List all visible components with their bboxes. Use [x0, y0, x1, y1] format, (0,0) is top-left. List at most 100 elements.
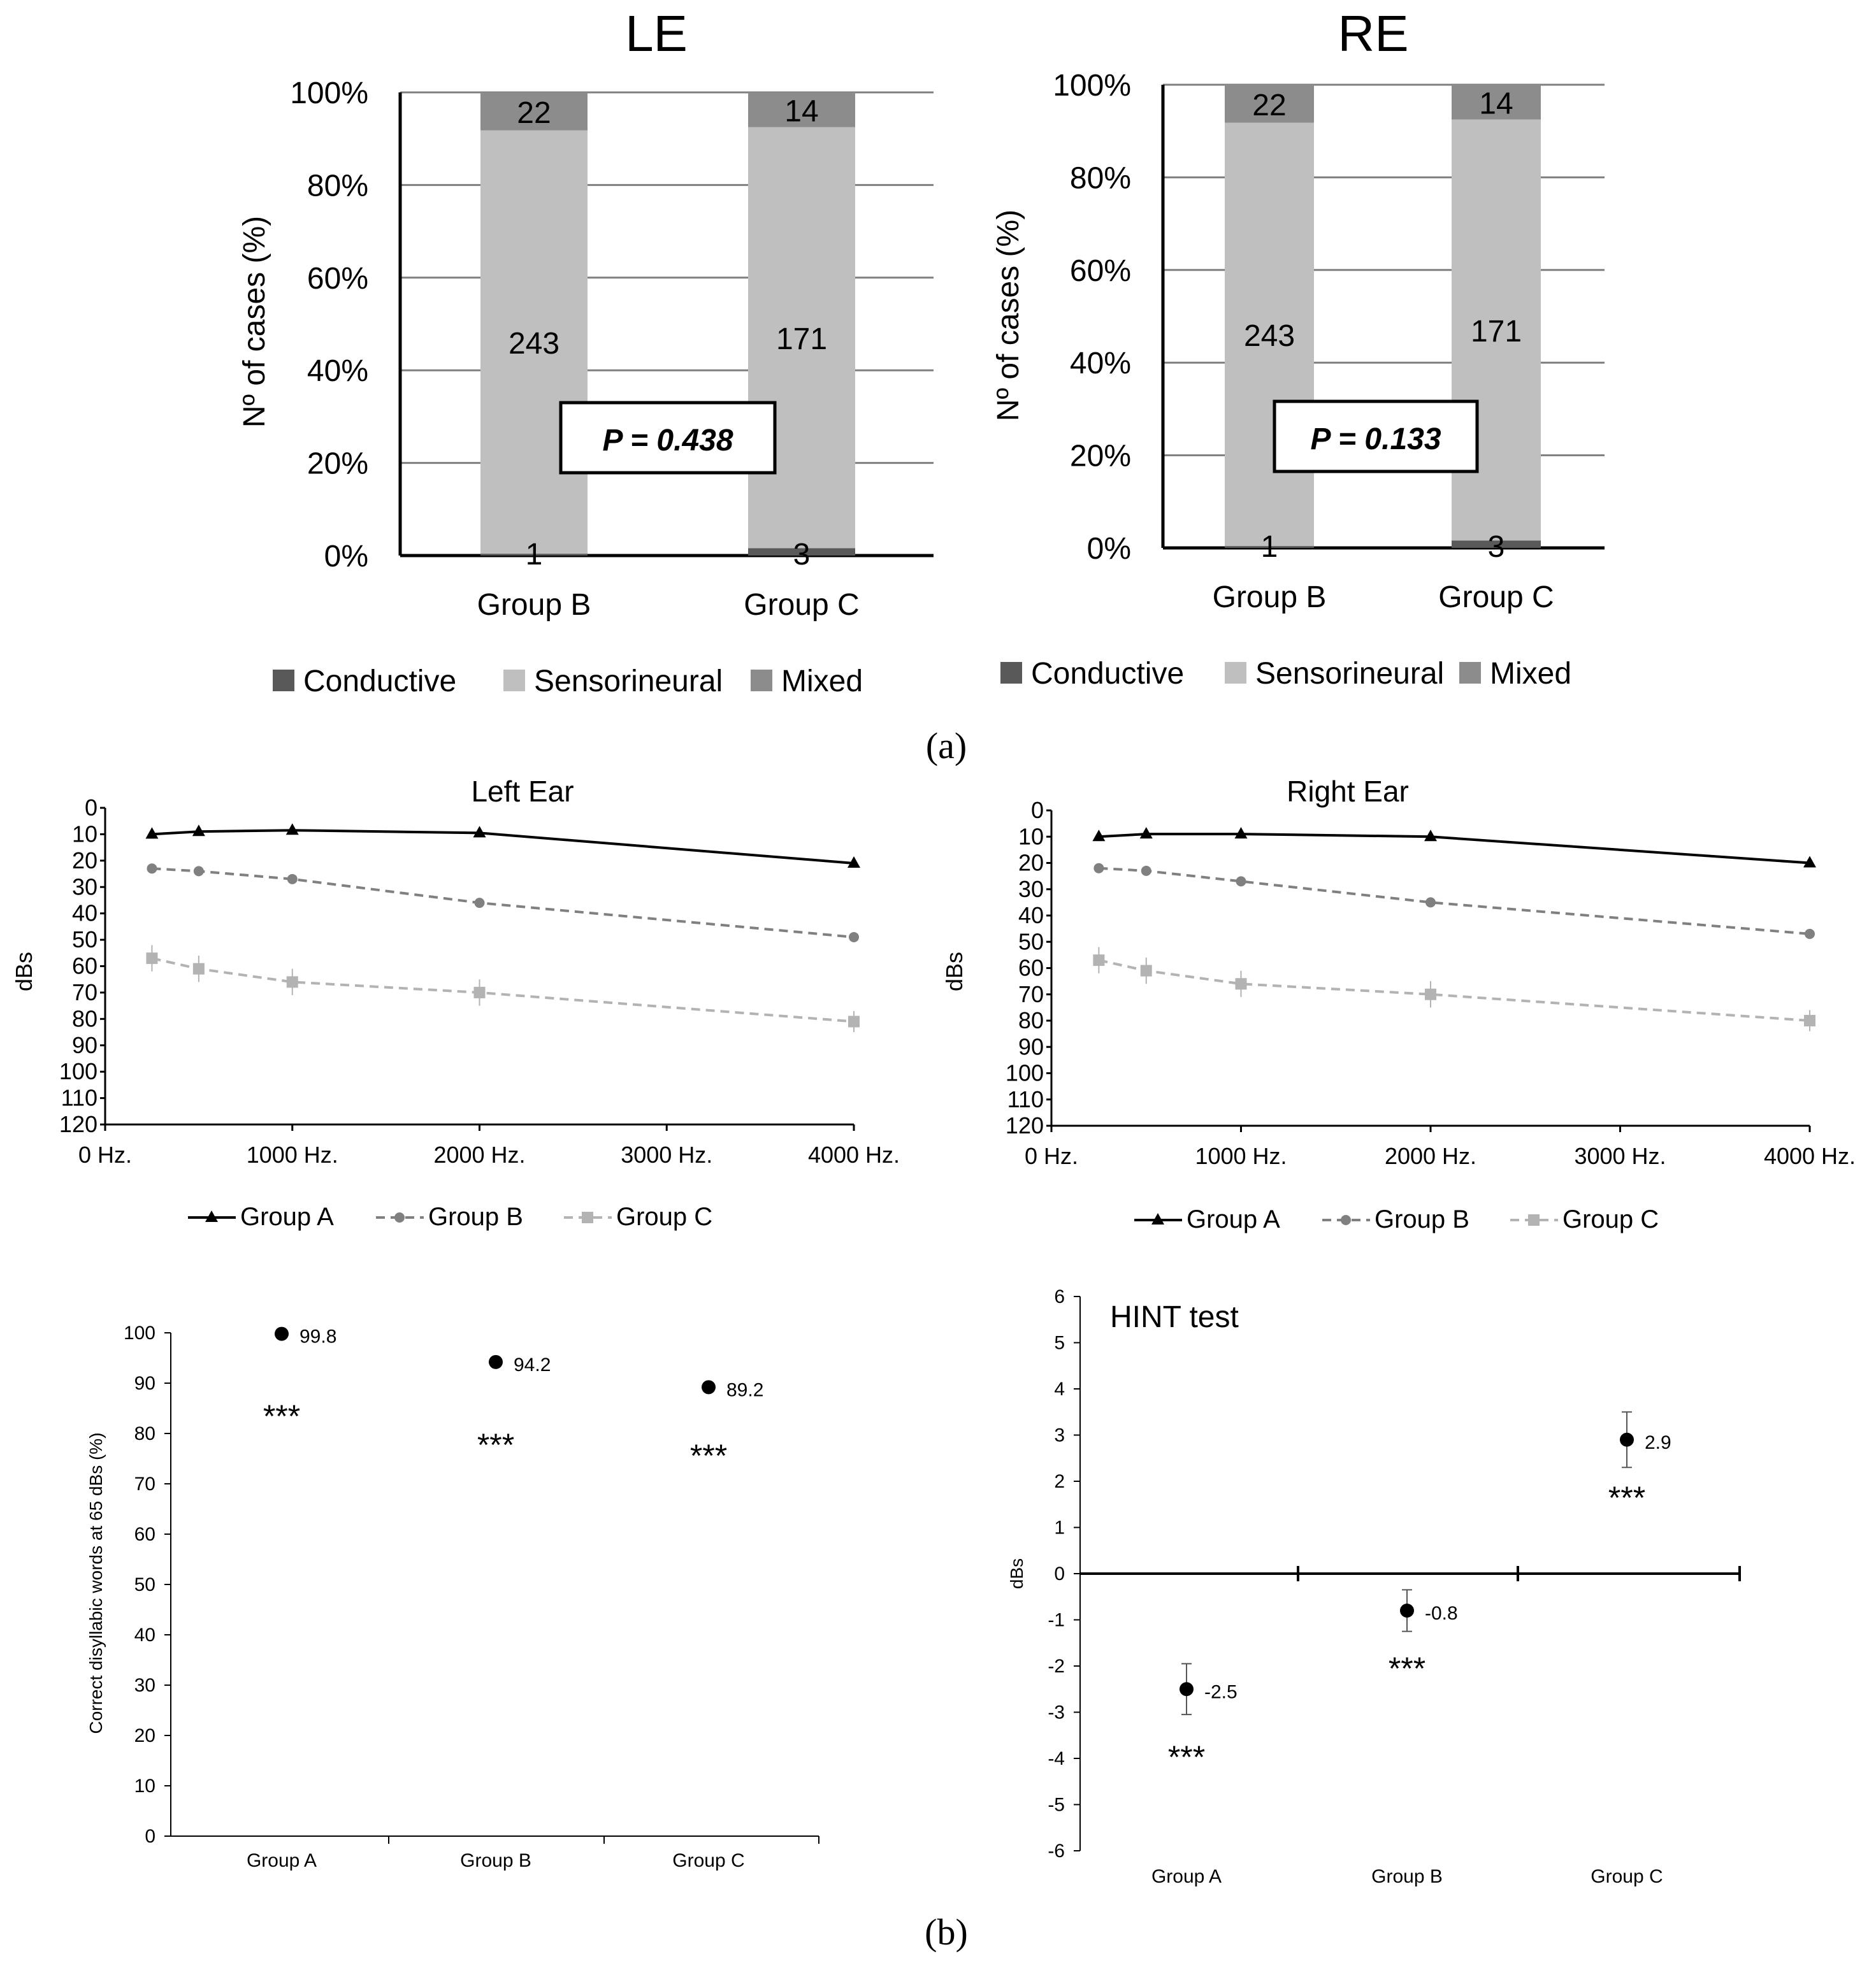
re-data-label: 171 [1471, 315, 1522, 348]
hint-category-label: Group A [1151, 1866, 1222, 1887]
hint-y-tick-label: 2 [1054, 1471, 1065, 1492]
re-line-y-tick-label: 110 [1007, 1086, 1044, 1112]
re-marker-circle [1805, 928, 1815, 939]
hint-category-label: Group B [1371, 1866, 1443, 1887]
le-line-y-tick-label: 20 [72, 847, 97, 873]
le-marker-square [192, 963, 205, 975]
re-line-x-tick-label: 1000 Hz. [1195, 1143, 1287, 1169]
le-y-tick-label: 20% [307, 447, 368, 481]
re-legend: Conductive Sensorineural Mixed [1000, 657, 1571, 691]
le-line-group-a [152, 829, 855, 865]
re-data-label: 1 [1261, 530, 1278, 564]
re-bar-sensorineural [1225, 122, 1314, 547]
le-line-y-tick-label: 120 [59, 1111, 97, 1137]
re-line-group-a [1099, 833, 1810, 865]
re-marker-circle [1425, 897, 1436, 908]
le-bars [480, 92, 855, 556]
re-y-tick-label: 100% [1053, 69, 1131, 103]
hint-title: HINT test [1110, 1300, 1239, 1334]
hint-axes: -6 -5 -4 -3 -2 -1 0 1 2 3 4 5 6 [1048, 1286, 1741, 1862]
le-marker-circle [147, 863, 157, 874]
re-legend-swatch-mixed [1459, 662, 1481, 684]
re-legend-label: Group A [1187, 1205, 1280, 1233]
le-legend-swatch-sensorineural [503, 670, 525, 691]
re-line-y-tick-label: 0 [1031, 797, 1044, 823]
re-line-y-tick-label: 10 [1018, 823, 1044, 849]
le-marker-square [146, 952, 158, 965]
right-ear-series [1092, 827, 1816, 1031]
le-bar-conductive [480, 554, 588, 556]
re-y-tick-label: 40% [1070, 347, 1131, 380]
le-marker-circle [474, 898, 485, 909]
le-marker-triangle [285, 823, 299, 835]
disyllabic-axes: 0 10 20 30 40 50 60 70 80 90 100 [124, 1323, 819, 1847]
re-legend-marker [1151, 1213, 1164, 1225]
dis-value-label: 99.8 [299, 1326, 336, 1347]
le-line-y-tick-label: 100 [59, 1058, 97, 1084]
dis-category-label: Group B [460, 1850, 531, 1871]
right-ear-y-axis-label: dBs [941, 952, 967, 991]
left-ear-line-chart: Left Ear dBs 010203040506070809010011012… [11, 775, 900, 1231]
re-line-x-tick-label: 2000 Hz. [1385, 1143, 1476, 1169]
hint-y-tick-label: -2 [1048, 1656, 1065, 1677]
le-legend-marker [582, 1212, 593, 1223]
re-legend-marker [1341, 1215, 1351, 1225]
le-line-y-tick-label: 70 [72, 979, 97, 1005]
re-y-tick-label: 80% [1070, 161, 1131, 195]
le-bar-sensorineural [480, 130, 588, 554]
le-legend-marker [394, 1212, 405, 1223]
dis-point [275, 1326, 289, 1341]
re-data-label: 3 [1488, 530, 1505, 564]
re-marker-circle [1093, 863, 1104, 873]
le-data-label: 243 [509, 327, 559, 361]
hint-y-tick-label: 5 [1054, 1333, 1065, 1354]
le-line-x-tick-label: 3000 Hz. [621, 1142, 712, 1168]
re-marker-triangle [1424, 830, 1437, 842]
le-line-group-c [151, 957, 855, 1023]
re-line-y-tick-label: 30 [1018, 876, 1044, 902]
re-marker-triangle [1234, 827, 1248, 839]
panel-label-a: (a) [926, 725, 967, 766]
re-data-label: 14 [1479, 87, 1513, 120]
right-ear-line-chart: Right Ear dBs 01020304050607080901001101… [941, 775, 1856, 1233]
re-bar-mixed [1452, 85, 1541, 120]
le-line-x-tick-label: 2000 Hz. [433, 1142, 525, 1168]
hint-significance: *** [1389, 1651, 1425, 1686]
le-bar-sensorineural [748, 127, 855, 549]
le-marker-square [473, 986, 486, 998]
hint-y-tick-label: -6 [1048, 1841, 1065, 1862]
hint-y-axis-label: dBs [1007, 1558, 1027, 1589]
left-ear-series [145, 823, 860, 1033]
re-legend-label: Mixed [1490, 657, 1571, 691]
hint-point [1400, 1604, 1414, 1618]
le-marker-triangle [145, 827, 159, 839]
re-marker-triangle [1139, 827, 1153, 839]
dis-value-label: 89.2 [726, 1379, 763, 1400]
dis-y-tick-label: 30 [134, 1675, 155, 1696]
re-line-y-tick-label: 20 [1018, 850, 1044, 876]
dis-y-tick-label: 80 [134, 1423, 155, 1444]
hint-y-tick-label: 6 [1054, 1286, 1065, 1307]
re-line-x-tick-label: 0 Hz. [1025, 1143, 1078, 1169]
le-bar-mixed [480, 92, 588, 131]
hint-y-tick-label: -4 [1048, 1748, 1065, 1769]
re-line-x-tick-label: 4000 Hz. [1764, 1143, 1856, 1169]
le-legend-swatch-conductive [273, 670, 294, 691]
re-line-y-tick-label: 80 [1018, 1007, 1044, 1033]
le-line-y-tick-label: 60 [72, 953, 97, 979]
re-category-labels: Group B Group C [1213, 580, 1554, 614]
left-ear-title: Left Ear [471, 775, 574, 808]
dis-y-tick-label: 40 [134, 1625, 155, 1646]
hint-significance: *** [1168, 1739, 1205, 1775]
disyllabic-points: Group A 99.8 *** Group B 94.2 *** Group C 89.2 *… [247, 1326, 763, 1871]
le-p-value: P = 0.438 [602, 424, 733, 457]
re-title: RE [1338, 5, 1408, 62]
dis-value-label: 94.2 [514, 1354, 551, 1376]
re-line-y-tick-label: 90 [1018, 1033, 1044, 1060]
le-marker-circle [849, 931, 859, 942]
re-marker-square [1140, 965, 1152, 977]
hint-value-label: 2.9 [1645, 1432, 1671, 1453]
